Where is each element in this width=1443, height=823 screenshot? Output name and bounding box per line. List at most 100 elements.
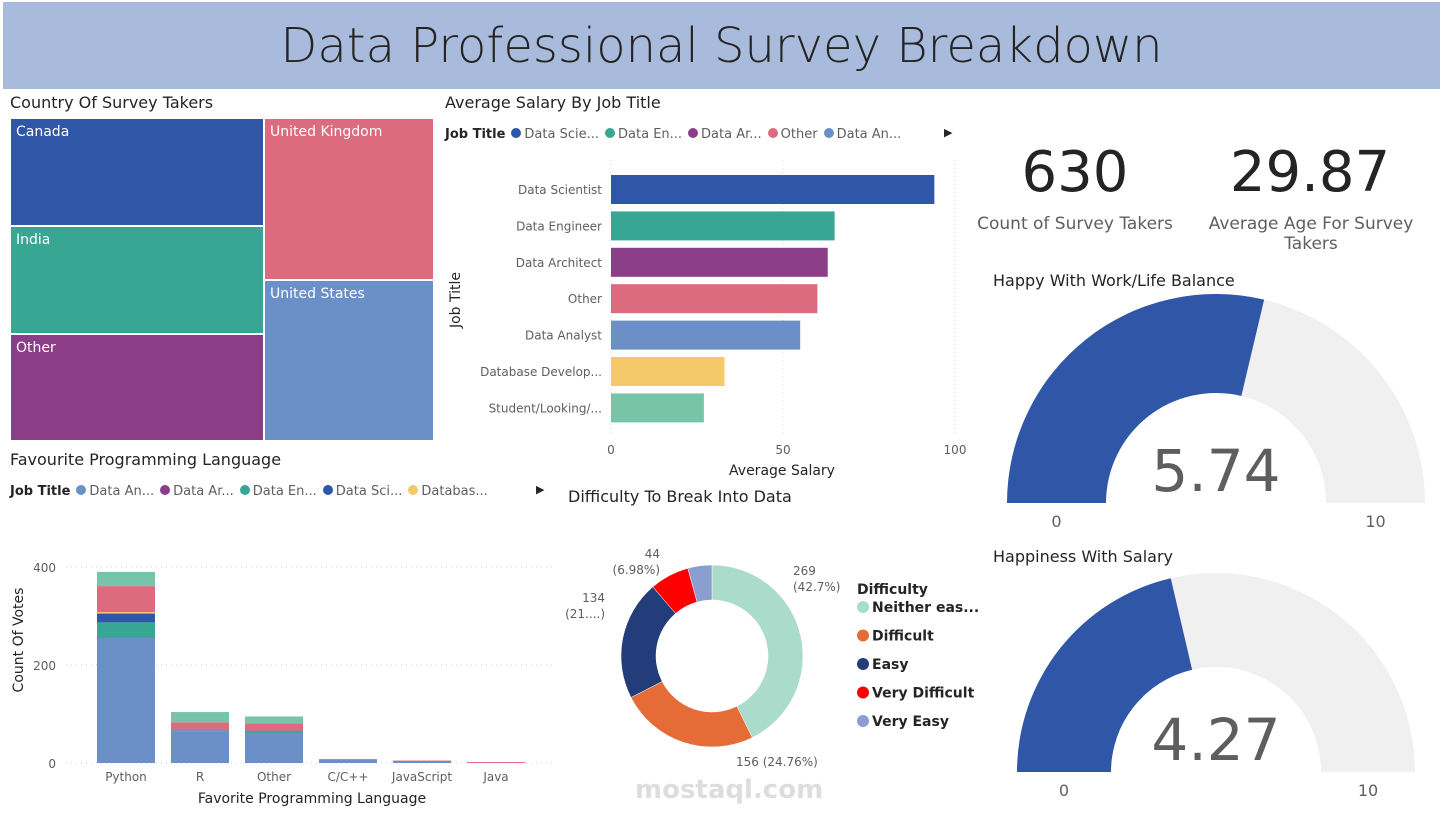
gauge-max-label: 10 — [1358, 781, 1378, 800]
y-tick-label: Data Scientist — [518, 183, 602, 197]
treemap-cell[interactable]: United States — [264, 280, 434, 441]
stacked-bar-segment — [171, 731, 229, 763]
legend-item[interactable]: Data An... — [823, 127, 901, 142]
y-tick-label: Data Analyst — [525, 329, 602, 343]
legend-item[interactable]: Data Ar... — [688, 127, 762, 142]
legend-label: Easy — [872, 657, 908, 673]
y-tick-label: Data Engineer — [516, 219, 602, 233]
stacked-bar-segment — [319, 759, 377, 763]
gauge-title: Happiness With Salary — [993, 547, 1174, 566]
legend-item[interactable]: Data En... — [239, 484, 317, 499]
gauge-max-label: 10 — [1365, 512, 1385, 531]
salary-bar — [611, 175, 935, 204]
gauge-value: 5.74 — [1151, 437, 1280, 505]
y-axis-title: Job Title — [448, 272, 464, 329]
kpi-count-label: Count of Survey Takers — [977, 214, 1173, 234]
donut-slice — [630, 681, 753, 748]
stacked-bar-segment — [97, 612, 155, 614]
legend-next-arrow[interactable]: ▶ — [944, 126, 953, 139]
x-tick-label: 100 — [944, 443, 967, 457]
data-label: (42.7%) — [793, 580, 840, 594]
legend-item[interactable]: Data Scie... — [511, 127, 599, 142]
kpi-age-label: Average Age For Survey Takers — [1208, 214, 1414, 254]
legend-label: Data Scie... — [524, 127, 600, 142]
legend-next-arrow[interactable]: ▶ — [536, 483, 545, 496]
legend-dot — [160, 485, 171, 495]
legend-item[interactable]: Databas... — [408, 484, 488, 499]
gauge-min-label: 0 — [1051, 512, 1061, 531]
gauge-value: 4.27 — [1151, 706, 1280, 774]
salary-bar — [611, 357, 725, 386]
data-label: 44 — [645, 547, 660, 561]
kpi-count-value: 630 — [1021, 140, 1129, 205]
salary-bar — [611, 320, 801, 350]
y-tick-label: 200 — [33, 659, 56, 673]
legend-label: Data Sci... — [335, 484, 403, 499]
legend-label: Data En... — [252, 484, 317, 499]
stacked-bar-segment — [171, 712, 229, 723]
data-label: (21....) — [565, 607, 605, 621]
legend-item[interactable]: Data An... — [76, 484, 154, 499]
legend-dot — [857, 686, 869, 699]
data-label: 269 — [793, 564, 816, 578]
treemap-cell[interactable]: India — [10, 226, 264, 334]
stacked-bar-segment — [97, 613, 155, 623]
legend-label: Data Ar... — [173, 484, 234, 499]
y-axis-title: Count Of Votes — [11, 588, 27, 693]
x-tick-label: Other — [257, 770, 291, 784]
salary-bar — [611, 284, 818, 314]
treemap-cell[interactable]: United Kingdom — [264, 118, 434, 280]
legend-item[interactable]: Data Ar... — [160, 484, 234, 499]
gauge-fill — [1007, 294, 1265, 503]
x-axis-title: Favorite Programming Language — [198, 791, 426, 807]
legend-dot — [857, 601, 869, 613]
x-tick-label: 50 — [775, 443, 790, 457]
legend-label: Data An... — [89, 484, 155, 499]
legend-dot — [322, 485, 333, 495]
legend-label: Data En... — [618, 127, 683, 142]
legend-dot — [605, 128, 616, 138]
legend-dot — [76, 485, 87, 495]
legend-item[interactable]: Other — [767, 127, 818, 142]
x-tick-label: Python — [105, 770, 147, 784]
worklife-gauge: 5.74 0 10 — [1007, 294, 1425, 531]
difficulty-donut-chart: 269 (42.7%) 156 (24.76%) 134 (21....) 44 (6.98… — [565, 547, 979, 769]
legend-item[interactable]: Data Sci... — [322, 484, 403, 499]
data-label: 156 (24.76%) — [736, 755, 818, 769]
legend-item[interactable]: Data En... — [605, 127, 682, 142]
legend-dot — [857, 658, 869, 670]
x-tick-label: 0 — [607, 443, 615, 457]
legend-label: Databas... — [421, 484, 488, 499]
legend-label: Neither eas... — [872, 600, 979, 616]
treemap-cell[interactable]: Other — [10, 334, 264, 441]
data-label: (6.98%) — [613, 563, 660, 577]
stacked-bar-segment — [245, 731, 303, 734]
stacked-bar-segment — [97, 571, 155, 587]
stacked-bar-segment — [393, 761, 451, 763]
watermark: mostaql.com — [635, 775, 824, 805]
legend-dot — [408, 485, 419, 495]
country-treemap: Canada India Other United Kingdom United… — [10, 118, 434, 441]
legend-dot — [767, 128, 778, 138]
treemap-cell[interactable]: Canada — [10, 118, 264, 226]
legend-dot — [857, 715, 869, 727]
stacked-bar-segment — [245, 716, 303, 724]
language-stacked-bar-chart: 0 200 400 Python R Other C/C++ JavaScript Java Fa… — [11, 561, 555, 807]
x-tick-label: JavaScript — [391, 770, 452, 784]
legend-dot — [823, 128, 834, 138]
stacked-bar-segment — [245, 723, 303, 731]
x-axis-title: Average Salary — [729, 463, 835, 479]
y-tick-label: Other — [568, 292, 602, 306]
y-tick-label: Data Architect — [516, 256, 603, 270]
legend-dot — [857, 629, 869, 642]
y-tick-label: 400 — [33, 561, 56, 575]
legend-title: Job Title — [10, 484, 71, 499]
legend-label: Very Difficult — [872, 686, 975, 702]
salary-legend: Job Title Data Scie... Data En... Data Ar..… — [445, 127, 901, 142]
x-tick-label: Java — [482, 770, 508, 784]
legend-label: Data Ar... — [701, 127, 762, 142]
legend-title: Job Title — [445, 127, 506, 142]
dashboard-title: Data Professional Survey Breakdown — [3, 2, 1440, 89]
x-tick-label: C/C++ — [328, 770, 369, 784]
y-tick-label: 0 — [48, 757, 56, 771]
